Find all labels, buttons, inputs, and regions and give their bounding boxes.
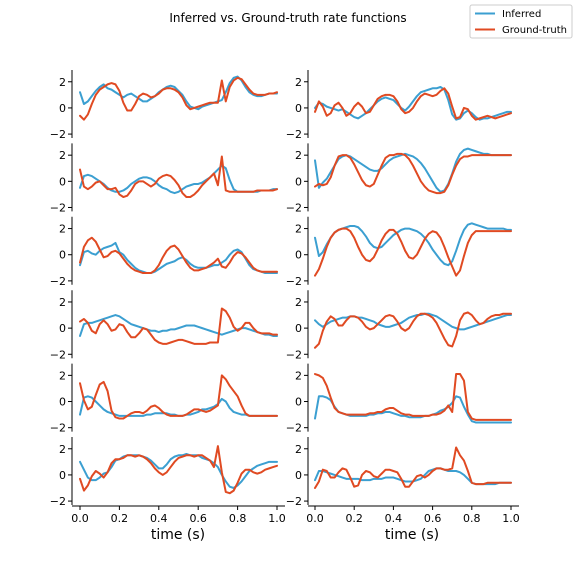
y-tick-label: 0 [59, 396, 66, 409]
x-tick-label: 0.2 [111, 512, 129, 525]
y-tick-label: 0 [59, 469, 66, 482]
chart-title: Inferred vs. Ground-truth rate functions [169, 11, 406, 25]
y-tick-label: 0 [295, 396, 302, 409]
series-line-inferred [79, 453, 278, 489]
y-tick-label: −2 [50, 201, 66, 214]
x-axis-label-left: time (s) [151, 527, 205, 543]
legend-frame [469, 4, 573, 39]
panel-r1-c2: 2 0 −2 [286, 70, 512, 141]
x-tick-label: 0.8 [463, 512, 481, 525]
series-line-ground-truth [314, 227, 512, 277]
series-line-ground-truth [314, 152, 512, 195]
y-tick-label: −2 [286, 422, 302, 435]
y-tick-label: 2 [295, 149, 302, 162]
y-tick-label: 2 [59, 76, 66, 89]
y-tick-label: 0 [295, 469, 302, 482]
y-tick-label: 0 [59, 249, 66, 262]
y-tick-label: 2 [295, 443, 302, 456]
series-line-inferred [79, 75, 278, 111]
panel-r3-c2: 2 0 −2 [286, 216, 512, 288]
panel-r3-c1: 2 0 −2 [50, 216, 278, 288]
y-tick-label: 0 [295, 322, 302, 335]
panel-r1-c1: 2 0 −2 [50, 70, 278, 141]
series-line-ground-truth [79, 374, 278, 420]
panel-r4-c2: 2 0 −2 [286, 290, 512, 361]
series-line-ground-truth [79, 155, 278, 199]
legend: Inferred Ground-truth [469, 4, 573, 39]
series-line-inferred [79, 241, 278, 275]
x-tick-label: 1.0 [268, 512, 286, 525]
panel-r2-c2: 2 0 −2 [286, 143, 512, 214]
legend-label-ground-truth: Ground-truth [502, 25, 567, 36]
panel-r5-c2: 2 0 −2 [286, 363, 512, 435]
series-line-ground-truth [314, 373, 512, 421]
x-tick-label: 0.0 [306, 512, 324, 525]
x-tick-label: 0.6 [189, 512, 207, 525]
series-line-ground-truth [79, 76, 278, 121]
series-line-ground-truth [79, 236, 278, 275]
y-tick-label: 2 [295, 223, 302, 236]
panel-r6-c1: 2 0 −2 0.0 0.2 0.4 0.6 0.8 1.0 [50, 437, 286, 525]
panel-r4-c1: 2 0 −2 [50, 290, 278, 361]
x-tick-label: 1.0 [502, 512, 520, 525]
y-tick-label: 0 [295, 249, 302, 262]
y-tick-label: −2 [50, 275, 66, 288]
y-tick-label: 2 [59, 296, 66, 309]
y-tick-label: −2 [286, 201, 302, 214]
y-tick-label: 2 [295, 296, 302, 309]
x-tick-label: 0.6 [424, 512, 442, 525]
y-tick-label: 0 [295, 175, 302, 188]
panels: 2 0 −2 2 0 −2 2 0 −2 2 0 −2 2 0 −2 2 0 −2 2 0 −2 2 0 −2 2 0 −2 2 0 −2… [50, 70, 520, 525]
y-tick-label: 0 [59, 102, 66, 115]
series-line-inferred [314, 312, 512, 331]
y-tick-label: 2 [295, 369, 302, 382]
panel-r2-c1: 2 0 −2 [50, 143, 278, 214]
x-tick-label: 0.2 [345, 512, 363, 525]
series-line-inferred [314, 222, 512, 267]
y-tick-label: −2 [50, 495, 66, 508]
y-tick-label: −2 [50, 348, 66, 361]
x-axis-label-right: time (s) [385, 527, 439, 543]
y-tick-label: −2 [50, 128, 66, 141]
series-line-ground-truth [314, 87, 512, 121]
series-line-ground-truth [79, 445, 278, 495]
y-tick-label: −2 [286, 348, 302, 361]
y-tick-label: 0 [295, 102, 302, 115]
y-tick-label: 2 [59, 223, 66, 236]
y-tick-label: −2 [286, 128, 302, 141]
series-line-ground-truth [314, 446, 512, 489]
y-tick-label: 2 [59, 149, 66, 162]
legend-label-inferred: Inferred [502, 9, 541, 20]
panel-r6-c2: 2 0 −2 0.0 0.2 0.4 0.6 0.8 1.0 [286, 437, 520, 525]
y-tick-label: 2 [59, 369, 66, 382]
series-line-inferred [314, 395, 512, 424]
y-tick-label: 0 [59, 175, 66, 188]
y-tick-label: −2 [286, 275, 302, 288]
series-line-ground-truth [314, 311, 512, 349]
x-tick-label: 0.0 [71, 512, 89, 525]
y-tick-label: 2 [59, 443, 66, 456]
y-tick-label: 0 [59, 322, 66, 335]
panel-r5-c1: 2 0 −2 [50, 363, 278, 435]
x-tick-label: 0.8 [229, 512, 247, 525]
x-tick-label: 0.4 [385, 512, 403, 525]
y-tick-label: −2 [50, 422, 66, 435]
series-line-inferred [79, 314, 278, 337]
x-tick-label: 0.4 [150, 512, 168, 525]
series-line-ground-truth [79, 307, 278, 345]
y-tick-label: −2 [286, 495, 302, 508]
y-tick-label: 2 [295, 76, 302, 89]
series-line-inferred [314, 86, 512, 121]
